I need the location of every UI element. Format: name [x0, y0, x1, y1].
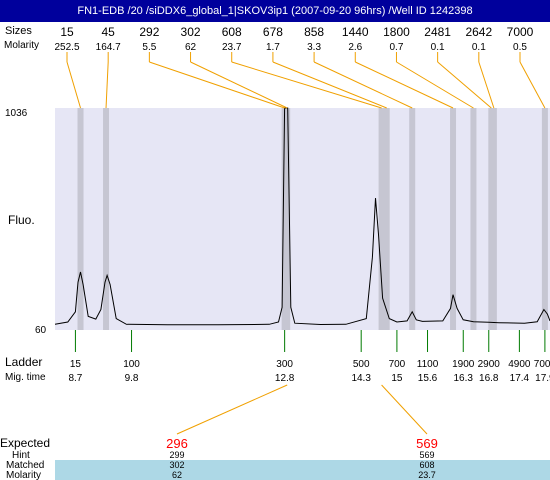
ladder-size-label: 700 [389, 359, 406, 370]
peak-band [409, 108, 416, 330]
plot-area [55, 108, 550, 330]
expected-connector [176, 384, 288, 435]
peak-connector [66, 61, 81, 109]
peak-molarity-label: 252.5 [54, 42, 79, 53]
peak-connector [437, 61, 492, 109]
peak-molarity-label: 3.3 [307, 42, 321, 53]
matched-value: 608 [419, 460, 434, 470]
peak-molarity-label: 0.5 [513, 42, 527, 53]
ladder-time-label: 8.7 [68, 373, 82, 384]
molarity-value: 23.7 [418, 470, 436, 480]
ladder-time-label: 17.9 [535, 373, 550, 384]
peak-band [470, 108, 477, 330]
peak-molarity-label: 0.1 [431, 42, 445, 53]
peak-connector [149, 61, 285, 109]
ladder-time-label: 16.3 [454, 373, 474, 384]
ladder-time-label: 17.4 [510, 373, 530, 384]
peak-connector [355, 61, 454, 109]
hint-row-label: Hint [12, 450, 30, 461]
matched-value: 302 [169, 460, 184, 470]
ladder-time-label: 16.8 [479, 373, 499, 384]
ladder-size-label: 1100 [417, 359, 439, 370]
peak-connector [272, 61, 387, 109]
peak-molarity-label: 0.7 [390, 42, 404, 53]
peak-molarity-label: 0.1 [472, 42, 486, 53]
peak-molarity-label: 23.7 [222, 42, 242, 53]
peak-size-label: 7000 [507, 25, 534, 39]
peak-band [383, 108, 390, 330]
mig-time-row-label: Mig. time [5, 372, 46, 383]
ladder-size-label: 100 [123, 359, 140, 370]
peak-connector [105, 61, 109, 109]
peak-size-label: 2481 [424, 25, 451, 39]
peak-band [284, 108, 291, 330]
peak-size-label: 1440 [342, 25, 369, 39]
y-tick-bottom: 60 [35, 325, 47, 336]
peak-size-label: 858 [304, 25, 324, 39]
ladder-time-label: 15 [391, 373, 403, 384]
peak-molarity-label: 164.7 [96, 42, 121, 53]
hint-value: 569 [419, 450, 434, 460]
peak-connector [313, 61, 413, 109]
ladder-row-label: Ladder [5, 355, 42, 369]
molarity-row-label: Molarity [4, 40, 39, 51]
y-tick-top: 1036 [5, 108, 28, 119]
ladder-size-label: 7000 [534, 359, 550, 370]
peak-size-label: 678 [263, 25, 283, 39]
peak-band [490, 108, 497, 330]
peak-size-label: 608 [222, 25, 242, 39]
y-axis-label: Fluo. [8, 213, 35, 227]
sizes-row-label: Sizes [5, 25, 32, 37]
peak-size-label: 302 [181, 25, 201, 39]
peak-size-label: 15 [60, 25, 74, 39]
ladder-time-label: 12.8 [275, 373, 295, 384]
peak-connector [231, 61, 382, 109]
peak-size-label: 1800 [383, 25, 410, 39]
peak-size-label: 2642 [465, 25, 492, 39]
peak-band [103, 108, 110, 330]
ladder-time-label: 9.8 [125, 373, 139, 384]
expected-connector [381, 384, 428, 435]
peak-connector [190, 61, 288, 109]
molarity-bottom-row-label: Molarity [6, 470, 41, 480]
ladder-size-label: 4900 [508, 359, 531, 370]
matched-row-label: Matched [6, 460, 44, 471]
fluorescence-trace [54, 107, 550, 326]
ladder-size-label: 2900 [478, 359, 501, 370]
ladder-size-label: 15 [70, 359, 82, 370]
chart-title: FN1-EDB /20 /siDDX6_global_1|SKOV3ip1 (2… [0, 0, 550, 22]
peak-connector [478, 61, 495, 109]
peak-connector [396, 61, 474, 109]
peak-size-label: 292 [139, 25, 159, 39]
expected-row-label: Expected [0, 436, 50, 450]
ladder-time-label: 14.3 [351, 373, 371, 384]
peak-band [378, 108, 385, 330]
peak-molarity-label: 62 [185, 42, 197, 53]
matched-table-bg [55, 460, 550, 480]
peak-band [77, 108, 84, 330]
ladder-size-label: 1900 [452, 359, 475, 370]
peak-band [541, 108, 548, 330]
peak-molarity-label: 1.7 [266, 42, 280, 53]
peak-band [450, 108, 457, 330]
peak-connector [519, 61, 546, 109]
peak-molarity-label: 5.5 [142, 42, 156, 53]
expected-value: 569 [416, 436, 438, 451]
hint-value: 299 [169, 450, 184, 460]
ladder-size-label: 500 [353, 359, 370, 370]
peak-size-label: 45 [102, 25, 116, 39]
expected-value: 296 [166, 436, 188, 451]
ladder-time-label: 15.6 [418, 373, 438, 384]
peak-molarity-label: 2.6 [348, 42, 362, 53]
molarity-value: 62 [172, 470, 182, 480]
ladder-size-label: 300 [276, 359, 293, 370]
